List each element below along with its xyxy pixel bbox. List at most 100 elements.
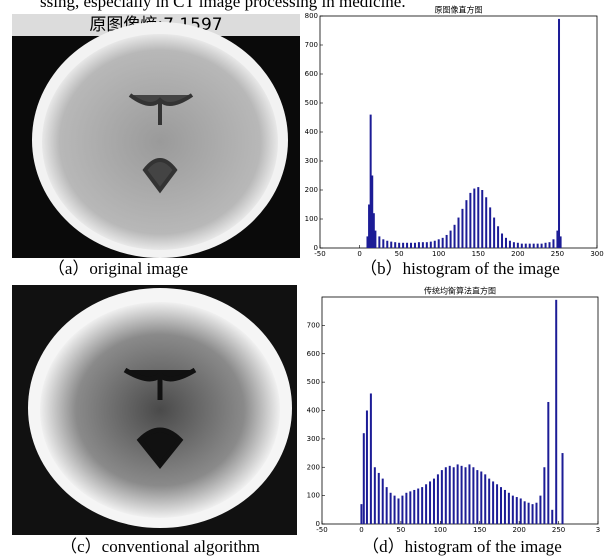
bar: [555, 300, 557, 524]
y-tick-label: 500: [307, 378, 320, 386]
bar: [442, 238, 444, 248]
figure: ssing, especially in CT image processing…: [0, 0, 604, 557]
y-tick-label: 200: [305, 186, 318, 194]
bar: [535, 503, 537, 524]
bar: [394, 496, 396, 524]
bar: [441, 470, 443, 524]
bar: [454, 225, 456, 248]
x-tick-label: 250: [551, 250, 564, 258]
bar: [552, 239, 554, 248]
bar: [450, 231, 452, 248]
bar: [517, 243, 519, 248]
bar: [417, 489, 419, 524]
bar: [418, 242, 420, 248]
bar: [539, 496, 541, 524]
bar: [520, 498, 522, 524]
y-tick-label: 800: [305, 12, 318, 20]
x-tick-label: 50: [395, 250, 404, 258]
x-tick-label: 0: [357, 250, 361, 258]
bar: [529, 244, 531, 248]
bar: [360, 504, 362, 524]
bar: [382, 239, 384, 248]
bar: [537, 244, 539, 248]
y-tick-label: 200: [307, 463, 320, 471]
bar: [445, 467, 447, 524]
bar: [473, 189, 475, 248]
y-tick-label: 700: [305, 41, 318, 49]
bar: [524, 501, 526, 524]
bar: [468, 464, 470, 524]
y-tick-label: 0: [314, 244, 318, 252]
plot-area: [320, 16, 597, 248]
y-tick-label: 100: [305, 215, 318, 223]
bar: [469, 193, 471, 248]
bar: [562, 453, 564, 524]
bar: [426, 242, 428, 248]
bar: [500, 487, 502, 524]
bar: [402, 243, 404, 248]
bar: [504, 490, 506, 524]
bar: [386, 487, 388, 524]
bar: [465, 467, 467, 524]
caption: （a）original image: [48, 259, 188, 278]
bar: [433, 479, 435, 524]
bar: [414, 243, 416, 248]
bar: [458, 218, 460, 248]
bar: [516, 497, 518, 524]
bar: [429, 481, 431, 524]
bar: [374, 231, 376, 248]
chart-title: 传统均衡算法直方图: [424, 286, 496, 296]
bar: [437, 474, 439, 524]
x-tick-label: 150: [472, 250, 485, 258]
bar: [374, 467, 376, 524]
bar: [386, 241, 388, 248]
bar: [560, 236, 562, 248]
bar: [409, 491, 411, 524]
bar: [413, 490, 415, 524]
bar: [410, 243, 412, 248]
bar: [549, 242, 551, 248]
brain: [40, 302, 280, 518]
bar: [390, 493, 392, 524]
y-tick-label: 700: [307, 321, 320, 329]
x-tick-label: 150: [473, 526, 486, 534]
y-tick-label: 400: [307, 407, 320, 415]
bar: [485, 197, 487, 248]
bar: [453, 467, 455, 524]
bar: [521, 244, 523, 248]
bar: [457, 464, 459, 524]
bar: [551, 510, 553, 524]
y-tick-label: 500: [305, 99, 318, 107]
x-tick-label: 100: [432, 250, 445, 258]
bar: [421, 487, 423, 524]
bar: [512, 496, 514, 524]
bar: [370, 393, 372, 524]
x-tick-label: 100: [434, 526, 447, 534]
y-tick-label: 300: [307, 435, 320, 443]
bar: [508, 493, 510, 524]
bar: [449, 466, 451, 524]
y-tick-label: 600: [307, 350, 320, 358]
bar: [401, 496, 403, 524]
bar: [558, 19, 560, 248]
bar: [489, 207, 491, 248]
y-tick-label: 300: [305, 157, 318, 165]
bar: [493, 218, 495, 248]
bar: [398, 243, 400, 248]
bar: [405, 493, 407, 524]
bar: [541, 244, 543, 248]
bar: [378, 236, 380, 248]
bar: [501, 234, 503, 249]
bar: [547, 402, 549, 524]
bar: [476, 470, 478, 524]
bar: [397, 498, 399, 524]
x-tick-label: 200: [511, 250, 524, 258]
x-tick-label: 300: [590, 250, 603, 258]
bar: [425, 484, 427, 524]
x-tick-label: 250: [552, 526, 565, 534]
x-tick-label: 50: [396, 526, 405, 534]
bar: [378, 473, 380, 524]
brain: [42, 34, 278, 250]
bar: [461, 209, 463, 248]
caption: （d）histogram of the image: [362, 537, 562, 556]
